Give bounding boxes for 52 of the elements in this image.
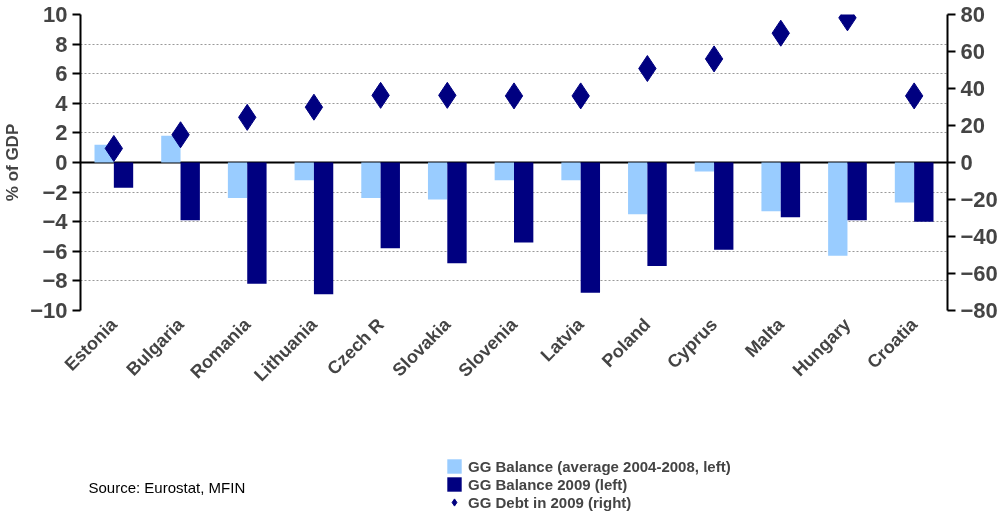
bar xyxy=(628,162,648,215)
point xyxy=(704,45,724,73)
y2-tick-label: 40 xyxy=(960,76,985,101)
bar xyxy=(494,162,514,181)
y2-tick-label: 60 xyxy=(960,39,985,64)
y-tick-label: 8 xyxy=(55,31,68,57)
bar xyxy=(447,162,467,264)
y-tick-label: 10 xyxy=(43,2,68,27)
y-tick-label: −6 xyxy=(42,238,68,264)
bar xyxy=(847,162,867,221)
point xyxy=(904,82,924,110)
y-tick-label: −10 xyxy=(30,298,68,323)
legend-label: GG Debt in 2009 (right) xyxy=(468,493,632,511)
y-tick-label: −4 xyxy=(42,209,69,235)
y2-tick-label: 20 xyxy=(960,113,985,138)
point xyxy=(104,134,124,162)
bar xyxy=(247,162,267,284)
bar xyxy=(180,162,200,221)
bar xyxy=(761,162,781,212)
point xyxy=(504,82,524,110)
bar xyxy=(427,162,448,200)
y-tick-label: 6 xyxy=(55,61,68,87)
bar xyxy=(647,162,667,267)
y-tick-label: −8 xyxy=(42,268,68,294)
bar xyxy=(561,162,581,181)
y-tick-label: 2 xyxy=(55,120,68,146)
legend-label: GG Balance 2009 (left) xyxy=(468,475,628,493)
bar xyxy=(828,162,848,256)
y2-tick-label: 0 xyxy=(960,150,973,175)
bar xyxy=(313,162,334,295)
y-axis-title: % of GDP xyxy=(3,123,23,202)
bar xyxy=(361,162,381,199)
y2-tick-label: −60 xyxy=(960,261,998,286)
y-tick-label: 0 xyxy=(55,150,68,175)
bar xyxy=(227,162,248,199)
y-tick-label: 4 xyxy=(55,90,69,116)
bar xyxy=(294,162,314,181)
y2-tick-label: 80 xyxy=(960,2,985,27)
y2-tick-label: −20 xyxy=(960,187,998,212)
source-note: Source: Eurostat, MFIN xyxy=(88,478,246,496)
bar xyxy=(580,162,601,293)
y2-tick-label: −80 xyxy=(960,298,998,323)
y-tick-label: −2 xyxy=(42,179,68,205)
bar xyxy=(894,162,915,203)
bar xyxy=(780,162,801,218)
y2-tick-label: −40 xyxy=(960,224,998,249)
bar xyxy=(380,162,400,249)
bar xyxy=(514,162,534,243)
bar xyxy=(914,162,934,222)
legend-label: GG Balance (average 2004-2008, left) xyxy=(468,457,731,475)
point xyxy=(304,93,324,121)
bar xyxy=(714,162,734,250)
